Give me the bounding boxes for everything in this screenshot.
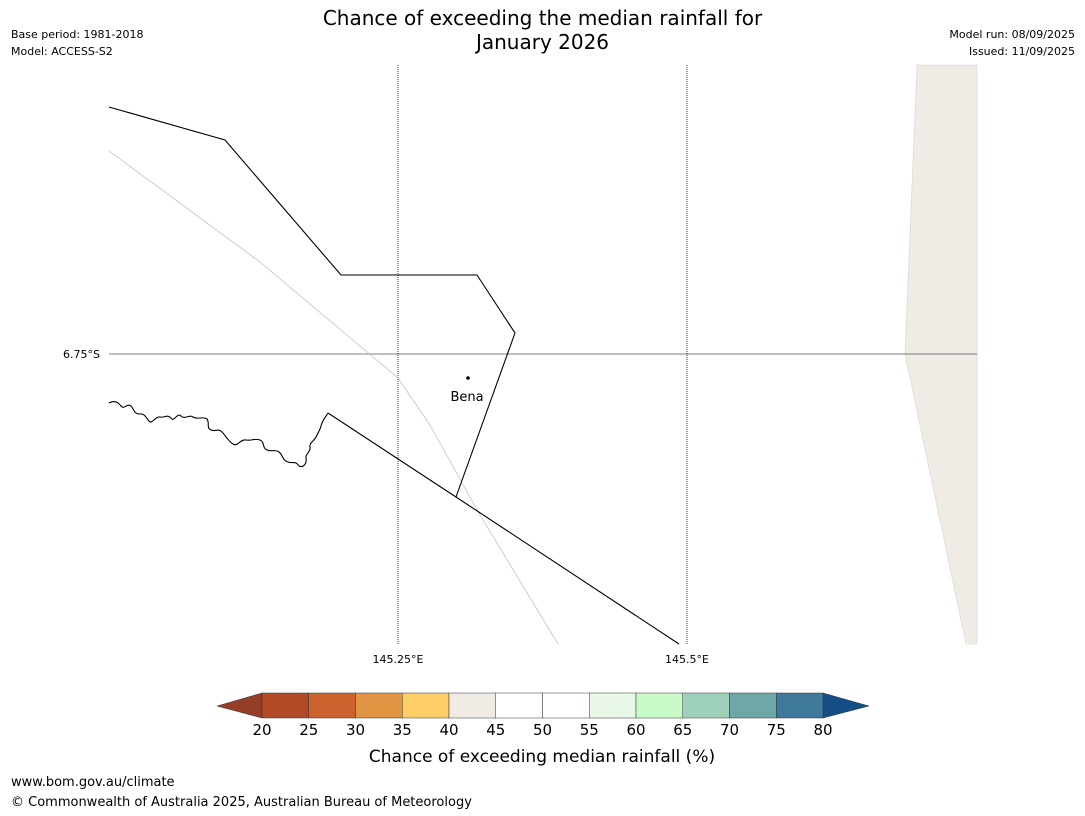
colorbar-segment: [495, 692, 543, 719]
colorbar-segment: [589, 692, 637, 719]
colorbar-tick-label: 75: [767, 721, 786, 739]
colorbar-tick-label: 80: [813, 721, 832, 739]
base-period: Base period: 1981-2018: [11, 28, 144, 41]
colorbar-tick-label: 35: [393, 721, 412, 739]
colorbar-segment: [448, 692, 496, 719]
colorbar-segment: [355, 692, 403, 719]
land-area: [904, 64, 978, 645]
colorbar-tick-label: 30: [346, 721, 365, 739]
colorbar-segment: [261, 692, 309, 719]
colorbar-title: Chance of exceeding median rainfall (%): [369, 747, 715, 767]
place-marker: [466, 376, 470, 380]
colorbar-tick-label: 45: [486, 721, 505, 739]
issued-date: Issued: 11/09/2025: [968, 45, 1075, 58]
model-run: Model run: 08/09/2025: [949, 28, 1075, 41]
colorbar-tick-label: 60: [626, 721, 645, 739]
model-name: Model: ACCESS-S2: [11, 45, 113, 58]
place-label: Bena: [450, 390, 483, 405]
district-boundary: [108, 106, 516, 498]
colorbar-segment: [308, 692, 356, 719]
colorbar-segment: [776, 692, 824, 719]
colorbar-segment: [542, 692, 590, 719]
colorbar-high-arrow: [822, 692, 870, 719]
footer-url[interactable]: www.bom.gov.au/climate: [11, 775, 175, 790]
district-boundary-south: [327, 412, 680, 645]
colorbar-low-arrow: [216, 692, 263, 719]
coastline-boundary: [108, 401, 329, 468]
title-line-2: January 2026: [475, 30, 610, 54]
map-title: Chance of exceeding the median rainfall …: [0, 6, 1085, 54]
colorbar-tick-label: 25: [299, 721, 318, 739]
meta-left: Base period: 1981-2018 Model: ACCESS-S2: [11, 26, 143, 60]
colorbar-segment: [682, 692, 730, 719]
longitude-label-145-5: 145.5°E: [665, 653, 709, 666]
colorbar-tick-label: 70: [720, 721, 739, 739]
colorbar-segment: [635, 692, 683, 719]
colorbar-tick-label: 55: [580, 721, 599, 739]
colorbar: 20 25 30 35 40 45 50 55 60 65 70 75 80: [216, 692, 870, 739]
colorbar-tick-label: 20: [252, 721, 271, 739]
latitude-label: 6.75°S: [63, 348, 100, 361]
minor-boundary-line: [108, 150, 559, 645]
colorbar-tick-label: 50: [533, 721, 552, 739]
colorbar-segment: [402, 692, 450, 719]
longitude-label-145-25: 145.25°E: [373, 653, 424, 666]
colorbar-segment: [729, 692, 777, 719]
colorbar-tick-label: 65: [673, 721, 692, 739]
meta-right: Model run: 08/09/2025 Issued: 11/09/2025: [949, 26, 1075, 60]
footer-copyright: © Commonwealth of Australia 2025, Austra…: [11, 795, 472, 810]
colorbar-tick-label: 40: [439, 721, 458, 739]
title-line-1: Chance of exceeding the median rainfall …: [322, 6, 763, 30]
